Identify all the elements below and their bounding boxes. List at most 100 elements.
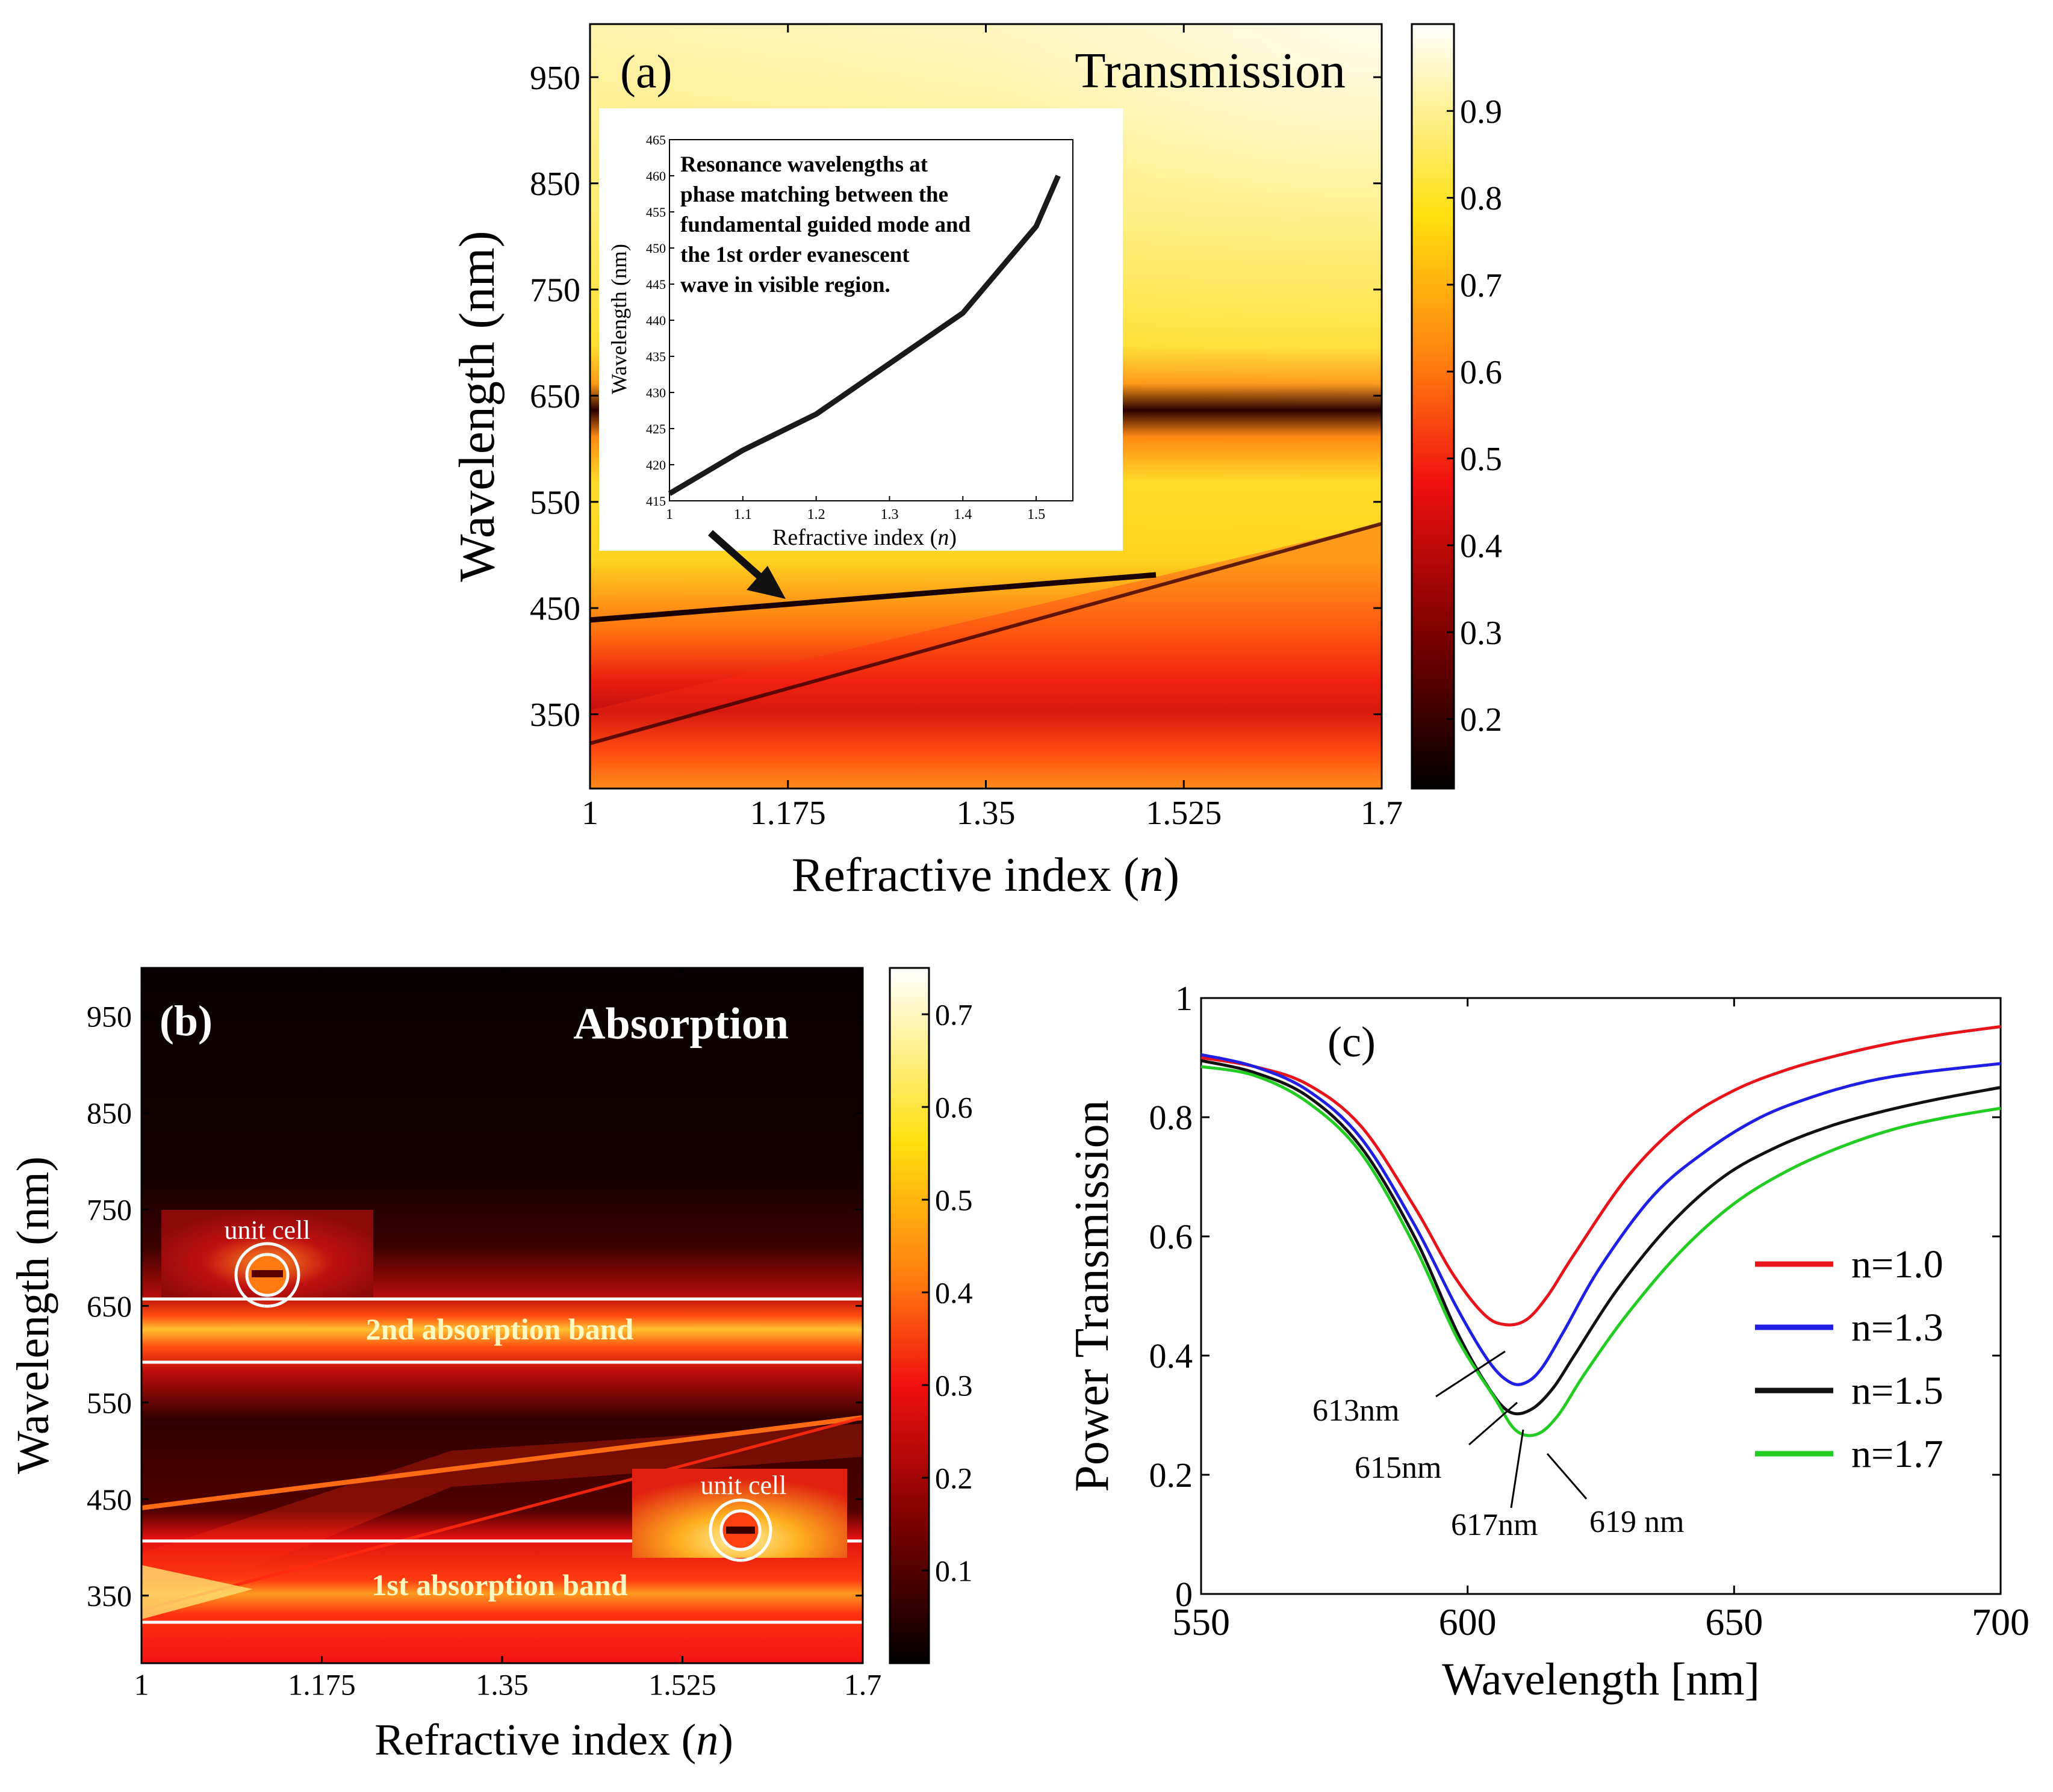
x-tick-label: 1.175 (288, 1668, 356, 1702)
colorbar-tick-label: 0.4 (1460, 528, 1502, 565)
inset-y-tick-label: 425 (646, 421, 666, 436)
unit-cell-label: unit cell (701, 1471, 787, 1500)
y-tick-label: 850 (530, 166, 580, 203)
y-tick-label: 550 (87, 1386, 132, 1419)
panel-a-xlabel: Refractive index (n) (792, 849, 1179, 902)
colorbar-tick-label: 0.7 (1460, 267, 1502, 305)
panel-a-lower-wedge (590, 524, 1382, 789)
band-label-1st: 1st absorption band (371, 1568, 627, 1602)
x-tick-label: 1.35 (476, 1668, 529, 1702)
inset-x-tick-label: 1 (666, 507, 673, 522)
inset-note-line: Resonance wavelengths at (680, 152, 928, 177)
panel-c-label: (c) (1328, 1018, 1376, 1066)
y-tick-label: 0.2 (1149, 1456, 1193, 1495)
panel-a-inset-background (599, 108, 1123, 551)
unit-cell-outer-ring (234, 1242, 300, 1308)
legend-label: n=1.7 (1851, 1432, 1943, 1476)
colorbar-tick-label: 0.5 (1460, 441, 1502, 478)
panel-c-series (1200, 1025, 2001, 1437)
unit-cell-outer-ring (709, 1498, 772, 1562)
inset-note-line: fundamental guided mode and (680, 212, 971, 237)
inset-x-tick-label: 1.1 (734, 507, 752, 522)
y-tick-label: 850 (87, 1096, 132, 1130)
colorbar-tick-label: 0.3 (935, 1369, 973, 1403)
panel-b-colorbar (889, 967, 930, 1664)
panel-a-axes: 1 1.175 1.35 1.525 1.7 950 850 750 650 550 450 350 (530, 24, 1403, 832)
inset-x-tick-label: 1.4 (954, 507, 972, 522)
panel-a-label: (a) (620, 45, 672, 98)
colorbar-tick-label: 0.6 (935, 1091, 973, 1124)
inset-y-tick-label: 435 (646, 349, 666, 364)
inset-y-tick-label: 445 (646, 277, 666, 292)
panel-b-bright-corner (141, 1565, 253, 1619)
colorbar-tick-label: 0.2 (1460, 701, 1502, 739)
y-tick-label: 350 (87, 1579, 132, 1613)
x-tick-label: 1 (582, 795, 598, 832)
unit-cell-inset-bottom: unit cell (632, 1469, 847, 1562)
legend-label: n=1.3 (1851, 1306, 1943, 1350)
y-tick-label: 0 (1175, 1575, 1193, 1614)
x-tick-label: 1.525 (1146, 795, 1222, 832)
unit-cell-core (252, 1270, 283, 1277)
panel-c-xlabel: Wavelength [nm] (1442, 1654, 1760, 1705)
inset-y-tick-label: 460 (646, 169, 666, 184)
band-label-2nd: 2nd absorption band (366, 1312, 634, 1346)
annotation-leader (1435, 1350, 1506, 1398)
annotation-leader (1468, 1401, 1518, 1446)
annotation-617: 617nm (1451, 1508, 1538, 1542)
x-tick-label: 1.175 (750, 795, 826, 832)
arrow-shaft (708, 530, 767, 584)
panel-b-resonance-line (141, 1415, 863, 1510)
colorbar-tick-label: 0.5 (935, 1183, 973, 1217)
colorbar-tick-label: 0.6 (1460, 354, 1502, 391)
colorbar-tick-label: 0.9 (1460, 93, 1502, 131)
y-tick-label: 550 (530, 484, 580, 521)
panel-b-axes: 1 1.175 1.35 1.525 1.7 950 850 750 650 550 450 350 (87, 968, 881, 1702)
inset-ylabel: Wavelength (nm) (607, 244, 631, 394)
y-tick-label: 650 (530, 378, 580, 415)
unit-cell-core (726, 1527, 755, 1534)
panel-a-title: Transmission (1075, 43, 1346, 99)
inset-y-tick-label: 420 (646, 457, 666, 473)
x-tick-label: 650 (1705, 1601, 1763, 1643)
inset-x-tick-label: 1.2 (807, 507, 825, 522)
series-line-n=1.3 (1200, 1053, 2001, 1386)
inset-y-tick-label: 440 (646, 313, 666, 328)
panel-a-lower-line (590, 522, 1382, 745)
series-line-n=1.5 (1200, 1059, 2001, 1416)
panel-c-legend: n=1.0 n=1.3 n=1.5 n=1.7 (1755, 1242, 1943, 1476)
y-tick-label: 650 (87, 1289, 132, 1323)
panel-b-ylabel: Wavelength (nm) (8, 1156, 58, 1474)
y-tick-label: 450 (530, 591, 580, 628)
y-tick-label: 950 (530, 60, 580, 97)
annotation-613: 613nm (1312, 1394, 1399, 1428)
colorbar-tick-label: 0.3 (1460, 615, 1502, 652)
x-tick-label: 600 (1439, 1601, 1497, 1643)
unit-cell-label: unit cell (225, 1215, 311, 1245)
colorbar-tick-label: 0.7 (935, 998, 973, 1032)
annotation-leader (1510, 1429, 1524, 1508)
inset-y-tick-label: 465 (646, 132, 666, 147)
inset-y-tick-label: 455 (646, 205, 666, 220)
y-tick-label: 0.4 (1149, 1336, 1193, 1375)
x-tick-label: 1.525 (648, 1668, 716, 1702)
y-tick-label: 750 (87, 1193, 132, 1227)
panel-c-ylabel: Power Transmission (1066, 1100, 1119, 1492)
series-line-n=1.7 (1200, 1065, 2001, 1437)
inset-series-line (668, 175, 1061, 496)
panel-a-ylabel: Wavelength (nm) (449, 231, 505, 581)
x-tick-label: 1.7 (844, 1668, 882, 1702)
colorbar-tick-label: 0.1 (935, 1554, 973, 1588)
inset-xlabel: Refractive index (n) (772, 525, 957, 550)
annotation-619: 619 nm (1589, 1505, 1684, 1539)
panel-b: 1 1.175 1.35 1.525 1.7950850750650550450350 … (8, 967, 973, 1765)
annotation-leader (1546, 1453, 1588, 1499)
panel-c-frame (1200, 997, 2002, 1595)
colorbar-tick-label: 0.8 (1460, 180, 1502, 217)
y-tick-label: 0.6 (1149, 1217, 1193, 1256)
panel-c-axes: 550 600 650 700 0 0.2 0.4 0.6 0.8 1 (1149, 979, 2030, 1643)
panel-a-arrow (708, 530, 786, 599)
x-tick-label: 550 (1172, 1601, 1230, 1643)
panel-a-resonance-line (590, 572, 1157, 623)
